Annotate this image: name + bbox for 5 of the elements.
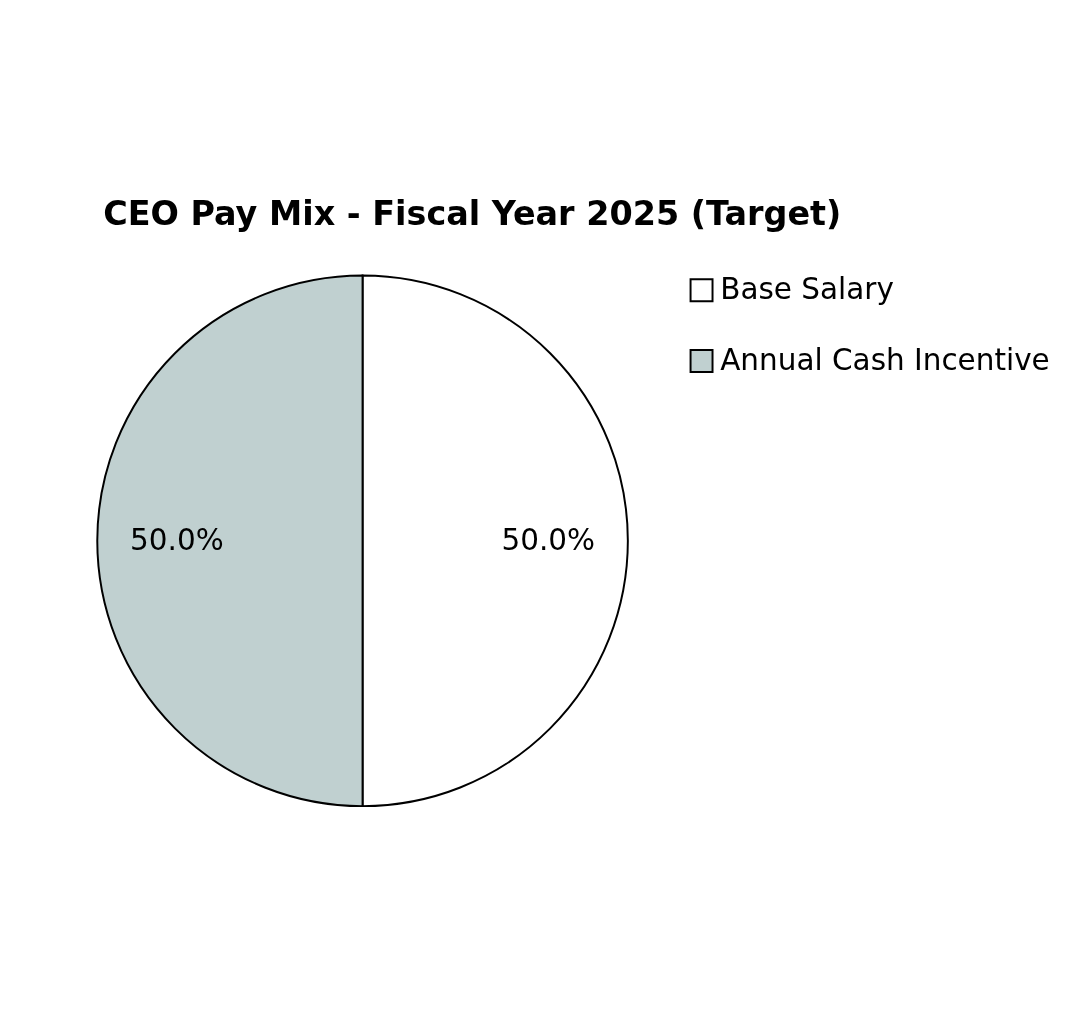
data-label: 50.0% [130,522,224,557]
data-label: 50.0% [501,522,596,557]
chart-title: CEO Pay Mix - Fiscal Year 2025 (Target) [103,194,842,234]
legend-label: Base Salary [720,272,894,307]
legend-label: Annual Cash Incentive [720,342,1050,377]
